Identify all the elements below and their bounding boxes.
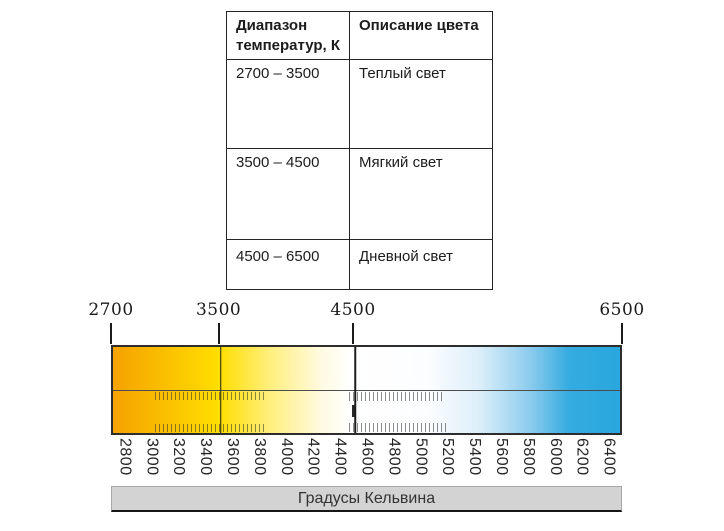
minor-tick-label-5000: 5000 — [412, 438, 430, 476]
table-row: 4500 – 6500 Дневной свет — [226, 239, 493, 290]
color-temperature-table: Диапазон температур, К Описание цвета 27… — [226, 11, 493, 290]
kelvin-unit-label: Градусы Кельвина — [297, 489, 436, 507]
minor-tick-label-3400: 3400 — [197, 438, 215, 476]
major-tick-label-6500: 6500 — [599, 300, 645, 320]
range-cell: 4500 – 6500 — [226, 239, 350, 290]
description-cell: Дневной свет — [349, 239, 493, 290]
minor-tick-label-3600: 3600 — [224, 438, 242, 476]
minor-tick-label-3000: 3000 — [143, 438, 161, 476]
range-cell: 3500 – 4500 — [226, 148, 350, 240]
minor-tick-label-4400: 4400 — [331, 438, 349, 476]
minor-tick-label-4200: 4200 — [304, 438, 322, 476]
bar-midline — [113, 390, 620, 391]
major-tick-mark-4500 — [352, 323, 355, 344]
major-tick-mark-6500 — [621, 323, 623, 344]
major-tick-label-2700: 2700 — [88, 300, 134, 320]
minor-tick-label-6200: 6200 — [573, 438, 591, 476]
minor-tick-label-5400: 5400 — [466, 438, 484, 476]
major-ticks: 2700 3500 4500 6500 — [0, 300, 724, 345]
major-tick-mark-3500 — [217, 323, 220, 344]
tick-comb-decoration — [349, 392, 445, 401]
range-cell: 2700 – 3500 — [226, 59, 350, 149]
minor-tick-label-6000: 6000 — [546, 438, 564, 476]
kelvin-gradient-bar — [111, 345, 622, 435]
table-header-row: Диапазон температур, К Описание цвета — [226, 11, 493, 60]
tick-comb-decoration — [155, 424, 265, 432]
description-cell: Мягкий свет — [349, 148, 493, 240]
minor-tick-labels: 2800 3000 3200 3400 3600 3800 4000 4200 4400 4600… — [0, 438, 724, 484]
tick-comb-decoration — [155, 392, 265, 400]
bar-divider-4500 — [354, 347, 356, 433]
major-tick-label-3500: 3500 — [195, 300, 242, 320]
kelvin-unit-bar: Градусы Кельвина — [111, 486, 622, 512]
major-tick-mark-2700 — [110, 323, 112, 344]
header-temperature-range: Диапазон температур, К — [226, 11, 350, 60]
bar-dash-decoration — [352, 405, 355, 417]
description-cell: Теплый свет — [349, 59, 493, 149]
minor-tick-label-4000: 4000 — [277, 438, 295, 476]
minor-tick-label-5200: 5200 — [439, 438, 457, 476]
minor-tick-label-2800: 2800 — [116, 438, 134, 476]
header-color-description: Описание цвета — [349, 11, 493, 60]
minor-tick-label-4600: 4600 — [358, 438, 376, 476]
minor-tick-label-3800: 3800 — [250, 438, 268, 476]
minor-tick-label-5600: 5600 — [492, 438, 510, 476]
major-tick-label-4500: 4500 — [330, 300, 376, 320]
minor-tick-label-6400: 6400 — [600, 438, 618, 476]
bar-divider-3500 — [219, 347, 222, 433]
minor-tick-label-4800: 4800 — [385, 438, 403, 476]
minor-tick-label-5800: 5800 — [519, 438, 537, 476]
table-row: 3500 – 4500 Мягкий свет — [226, 148, 493, 240]
table-row: 2700 – 3500 Теплый свет — [226, 59, 493, 149]
minor-tick-label-3200: 3200 — [170, 438, 188, 476]
tick-comb-decoration — [349, 423, 449, 432]
